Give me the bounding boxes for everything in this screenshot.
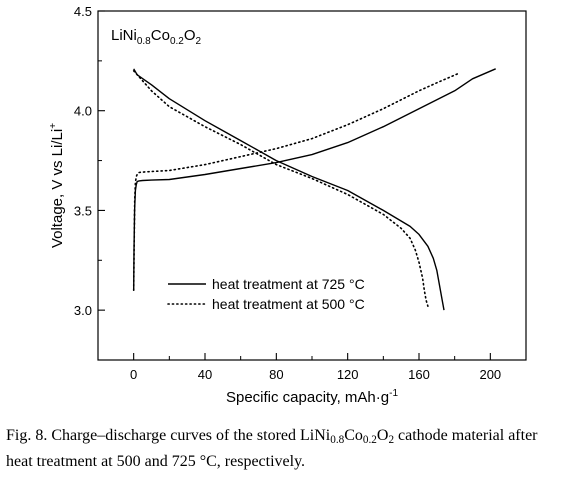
x-axis-label: Specific capacity, mAh·g-1 <box>226 388 398 406</box>
charge-discharge-chart: 0 40 80 120 160 200 3.0 3.5 4.0 4.5 heat treatmen… <box>48 4 527 406</box>
x-tick-label: 80 <box>269 367 283 382</box>
y-tick-label: 3.0 <box>74 303 92 318</box>
x-tick-label: 160 <box>408 367 430 382</box>
series-0-charge-line <box>133 68 496 291</box>
x-tick-label: 120 <box>337 367 359 382</box>
x-tick-label: 0 <box>130 367 137 382</box>
x-tick-label: 40 <box>198 367 212 382</box>
series-0-discharge-line <box>133 68 445 311</box>
x-tick-label: 200 <box>479 367 501 382</box>
y-axis-label: Voltage, V vs Li/Li+ <box>48 123 66 248</box>
curves-layer <box>132 68 496 311</box>
series-1-discharge-line <box>132 70 429 307</box>
material-annotation: LiNi0.8Co0.2O2 <box>111 27 202 47</box>
ticks-layer: 0 40 80 120 160 200 3.0 3.5 4.0 4.5 <box>74 4 501 382</box>
series-1-charge-line <box>132 72 461 291</box>
legend-label-0: heat treatment at 725 °C <box>212 276 365 292</box>
legend-label-1: heat treatment at 500 °C <box>212 296 365 312</box>
y-tick-label: 3.5 <box>74 203 92 218</box>
legend: heat treatment at 725 °C heat treatment a… <box>167 276 365 312</box>
figure-caption: Fig. 8. Charge–discharge curves of the s… <box>6 427 538 470</box>
y-tick-label: 4.0 <box>74 104 92 119</box>
y-tick-label: 4.5 <box>74 4 92 19</box>
